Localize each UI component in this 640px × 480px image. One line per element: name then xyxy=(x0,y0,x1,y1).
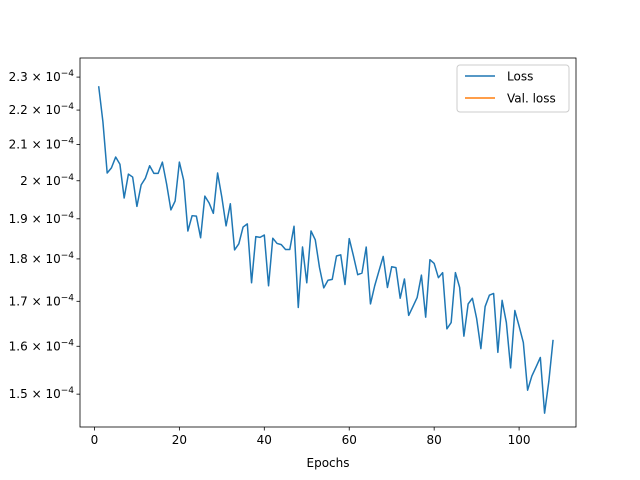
y-tick-label: 1.8 × 10−4 xyxy=(9,251,75,266)
y-tick-label: 2.1 × 10−4 xyxy=(9,137,75,152)
x-tick-label: 100 xyxy=(508,433,531,447)
legend-label-loss: Loss xyxy=(507,70,533,84)
legend-label-val-loss: Val. loss xyxy=(507,92,556,106)
x-tick-label: 40 xyxy=(257,433,272,447)
series-line-loss xyxy=(97,86,554,414)
y-tick-label: 2.3 × 10−4 xyxy=(9,69,75,84)
y-tick-label: 2.2 × 10−4 xyxy=(9,102,75,117)
x-tick-label: 20 xyxy=(172,433,187,447)
y-tick-label: 2 × 10−4 xyxy=(20,173,74,188)
legend: Loss Val. loss xyxy=(456,64,570,113)
x-tick-label: 0 xyxy=(91,433,99,447)
y-tick-label: 1.7 × 10−4 xyxy=(9,293,75,308)
axes-frame xyxy=(79,57,577,428)
y-tick-label: 1.5 × 10−4 xyxy=(9,386,75,401)
plot-area xyxy=(97,86,554,414)
y-axis: 1.5 × 10−4 1.6 × 10−4 1.7 × 10−4 1.8 × 10−4… xyxy=(9,69,80,401)
x-tick-label: 60 xyxy=(342,433,357,447)
y-tick-label: 1.9 × 10−4 xyxy=(9,211,75,226)
x-axis-label: Epochs xyxy=(307,456,350,470)
x-tick-label: 80 xyxy=(427,433,442,447)
y-tick-label: 1.6 × 10−4 xyxy=(9,338,75,353)
x-axis: 0 20 40 60 80 100 xyxy=(91,427,531,447)
